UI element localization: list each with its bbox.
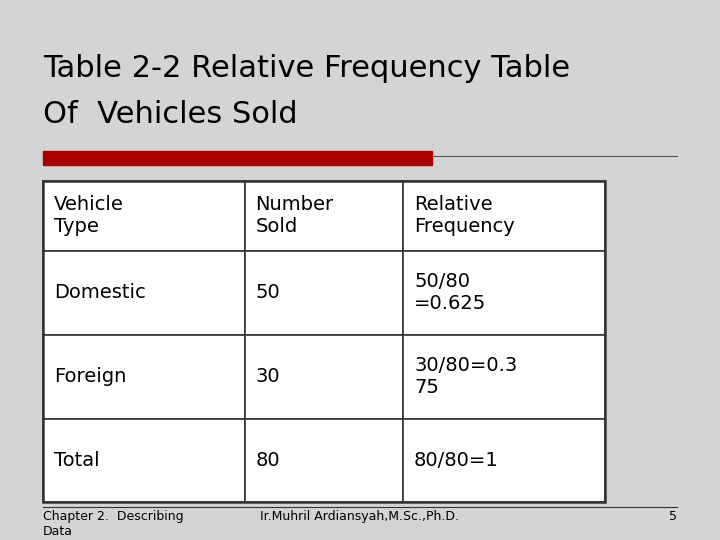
Text: Total: Total	[54, 451, 99, 470]
Text: Ir.Muhril Ardiansyah,M.Sc.,Ph.D.: Ir.Muhril Ardiansyah,M.Sc.,Ph.D.	[261, 510, 459, 523]
Bar	[403, 181, 605, 251]
Text: 80: 80	[256, 451, 280, 470]
Bar	[43, 181, 605, 502]
Bar	[403, 418, 605, 502]
Text: Number
Sold: Number Sold	[256, 195, 334, 237]
Text: Vehicle
Type: Vehicle Type	[54, 195, 124, 237]
Text: 50/80
=0.625: 50/80 =0.625	[414, 273, 486, 313]
Bar	[403, 251, 605, 335]
Text: Foreign: Foreign	[54, 367, 127, 386]
Text: 50: 50	[256, 284, 280, 302]
Bar	[245, 251, 403, 335]
Text: 80/80=1: 80/80=1	[414, 451, 499, 470]
Bar	[43, 151, 432, 165]
Text: 30: 30	[256, 367, 280, 386]
Bar	[245, 181, 403, 251]
Text: 30/80=0.3
75: 30/80=0.3 75	[414, 356, 517, 397]
Text: Chapter 2.  Describing
Data: Chapter 2. Describing Data	[43, 510, 184, 538]
Bar	[245, 335, 403, 418]
Text: Domestic: Domestic	[54, 284, 145, 302]
Bar	[403, 335, 605, 418]
Text: Relative
Frequency: Relative Frequency	[414, 195, 515, 237]
Bar	[245, 418, 403, 502]
Bar	[43, 335, 245, 418]
Bar	[43, 181, 245, 251]
Text: 5: 5	[669, 510, 677, 523]
Text: Table 2-2 Relative Frequency Table: Table 2-2 Relative Frequency Table	[43, 54, 570, 83]
Bar	[43, 418, 245, 502]
Bar	[43, 251, 245, 335]
Text: Of  Vehicles Sold: Of Vehicles Sold	[43, 100, 298, 129]
